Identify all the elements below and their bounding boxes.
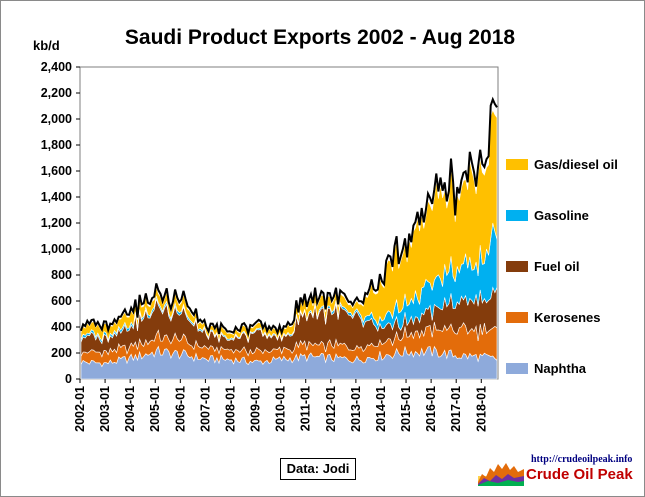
x-tick-label: 2006-01: [173, 386, 187, 432]
y-tick-label: 600: [51, 294, 72, 308]
logo-url[interactable]: http://crudeoilpeak.info: [531, 454, 633, 465]
y-axis: 0 200 400 600 800 1,000 1,200 1,400 1,600 1,800 2,…: [41, 60, 80, 386]
legend-label: Fuel oil: [534, 259, 580, 274]
y-axis-label: kb/d: [33, 38, 60, 53]
x-tick-label: 2015-01: [399, 386, 413, 432]
stacked-areas: [80, 109, 498, 380]
x-tick-label: 2011-01: [299, 386, 313, 431]
y-tick-label: 2,400: [41, 60, 72, 74]
x-axis: 2002-01 2003-01 2004-01 2005-01 2006-01 2007-…: [73, 379, 488, 432]
x-tick-label: 2010-01: [274, 386, 288, 432]
x-tick-label: 2012-01: [324, 386, 338, 432]
x-tick-label: 2002-01: [73, 386, 87, 432]
y-tick-label: 1,000: [41, 242, 72, 256]
x-tick-label: 2007-01: [198, 386, 212, 432]
legend-label: Naphtha: [534, 361, 587, 376]
y-tick-label: 2,200: [41, 86, 72, 100]
y-tick-label: 800: [51, 268, 72, 282]
x-tick-label: 2014-01: [374, 386, 388, 432]
logo-name: Crude Oil Peak: [526, 466, 633, 483]
logo-graphic: [478, 463, 524, 486]
x-tick-label: 2008-01: [223, 386, 237, 432]
source-note: Data: Jodi: [280, 458, 356, 480]
x-tick-label: 2016-01: [424, 386, 438, 432]
legend-swatch: [506, 210, 528, 221]
y-tick-label: 200: [51, 346, 72, 360]
legend-swatch: [506, 159, 528, 170]
y-tick-label: 0: [65, 372, 72, 386]
legend-swatch: [506, 363, 528, 374]
legend-swatch: [506, 261, 528, 272]
y-tick-label: 400: [51, 320, 72, 334]
legend-swatch: [506, 312, 528, 323]
x-tick-label: 2005-01: [148, 386, 162, 432]
crude-oil-peak-logo[interactable]: http://crudeoilpeak.info Crude Oil Peak: [476, 454, 636, 490]
x-tick-label: 2009-01: [249, 386, 263, 432]
y-tick-label: 1,400: [41, 190, 72, 204]
legend: Gas/diesel oil Gasoline Fuel oil Kerosenes N…: [506, 157, 618, 376]
x-tick-label: 2017-01: [449, 386, 463, 432]
y-tick-label: 1,200: [41, 216, 72, 230]
chart-title: Saudi Product Exports 2002 - Aug 2018: [125, 26, 515, 49]
total-line-group: [80, 96, 498, 338]
legend-label: Kerosenes: [534, 310, 600, 325]
y-tick-label: 1,800: [41, 138, 72, 152]
legend-label: Gas/diesel oil: [534, 157, 618, 172]
legend-label: Gasoline: [534, 208, 589, 223]
x-tick-label: 2003-01: [98, 386, 112, 432]
y-tick-label: 1,600: [41, 164, 72, 178]
x-tick-label: 2004-01: [123, 386, 137, 432]
x-tick-label: 2018-01: [474, 386, 488, 432]
total-exports-line: [80, 96, 498, 338]
x-tick-label: 2013-01: [349, 386, 363, 432]
y-tick-label: 2,000: [41, 112, 72, 126]
